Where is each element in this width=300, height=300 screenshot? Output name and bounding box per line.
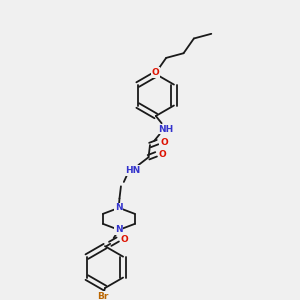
Text: O: O (159, 150, 167, 159)
Text: HN: HN (125, 166, 140, 175)
Text: N: N (115, 225, 123, 234)
Text: O: O (120, 235, 128, 244)
Text: N: N (115, 203, 123, 212)
Text: Br: Br (97, 292, 108, 300)
Text: NH: NH (158, 124, 174, 134)
Text: O: O (152, 68, 160, 77)
Text: O: O (160, 138, 168, 147)
